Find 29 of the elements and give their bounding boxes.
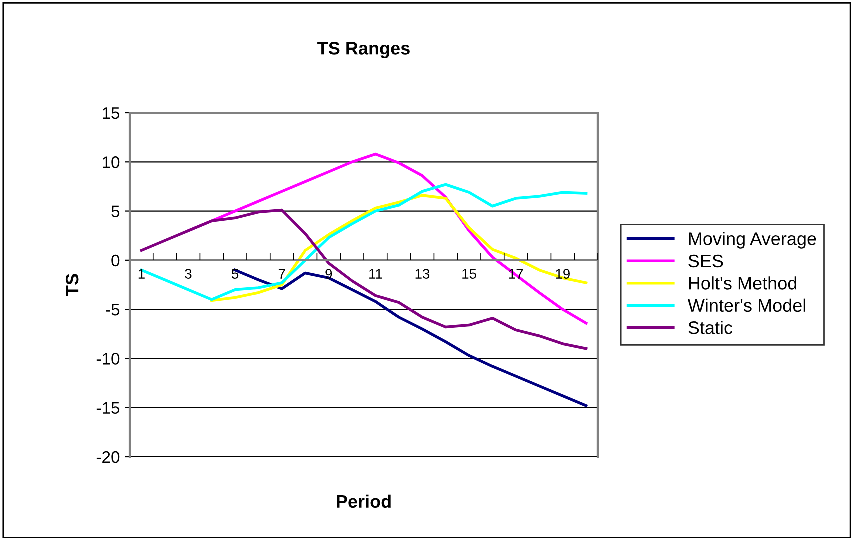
line-series — [140, 208, 588, 350]
x-axis-title: Period — [337, 494, 391, 508]
x-tick-label: 19 — [556, 269, 570, 279]
y-tick-label: 0 — [112, 254, 120, 267]
y-tick-label: 10 — [103, 156, 120, 168]
x-tick-label: 7 — [278, 269, 286, 279]
x-tick-label: 15 — [462, 269, 476, 279]
y-tick-label: -15 — [96, 402, 120, 414]
legend-label: Holt's Method — [689, 276, 797, 290]
line-series — [210, 194, 588, 302]
y-tick-label: 15 — [103, 108, 120, 120]
y-tick-label: -10 — [96, 353, 120, 365]
y-tick-label: 5 — [112, 206, 120, 218]
legend-label: Moving Average — [689, 232, 816, 249]
chart-title: TS Ranges — [318, 42, 410, 58]
legend-label: Winter's Model — [688, 298, 806, 312]
x-tick-label: 3 — [185, 269, 192, 279]
x-tick-label: 11 — [370, 269, 382, 279]
legend-label: SES — [688, 254, 724, 268]
line-series — [140, 183, 588, 302]
y-tick-label: -20 — [96, 451, 120, 464]
x-tick-label: 1 — [138, 269, 145, 279]
y-tick-label: -5 — [106, 304, 120, 316]
x-tick-label: 5 — [232, 269, 239, 279]
x-tick-label: 13 — [416, 269, 430, 279]
legend-label: Static — [688, 321, 733, 334]
x-tick-label: 9 — [326, 269, 332, 279]
line-series — [234, 268, 588, 408]
y-axis-title: TS — [66, 274, 79, 296]
